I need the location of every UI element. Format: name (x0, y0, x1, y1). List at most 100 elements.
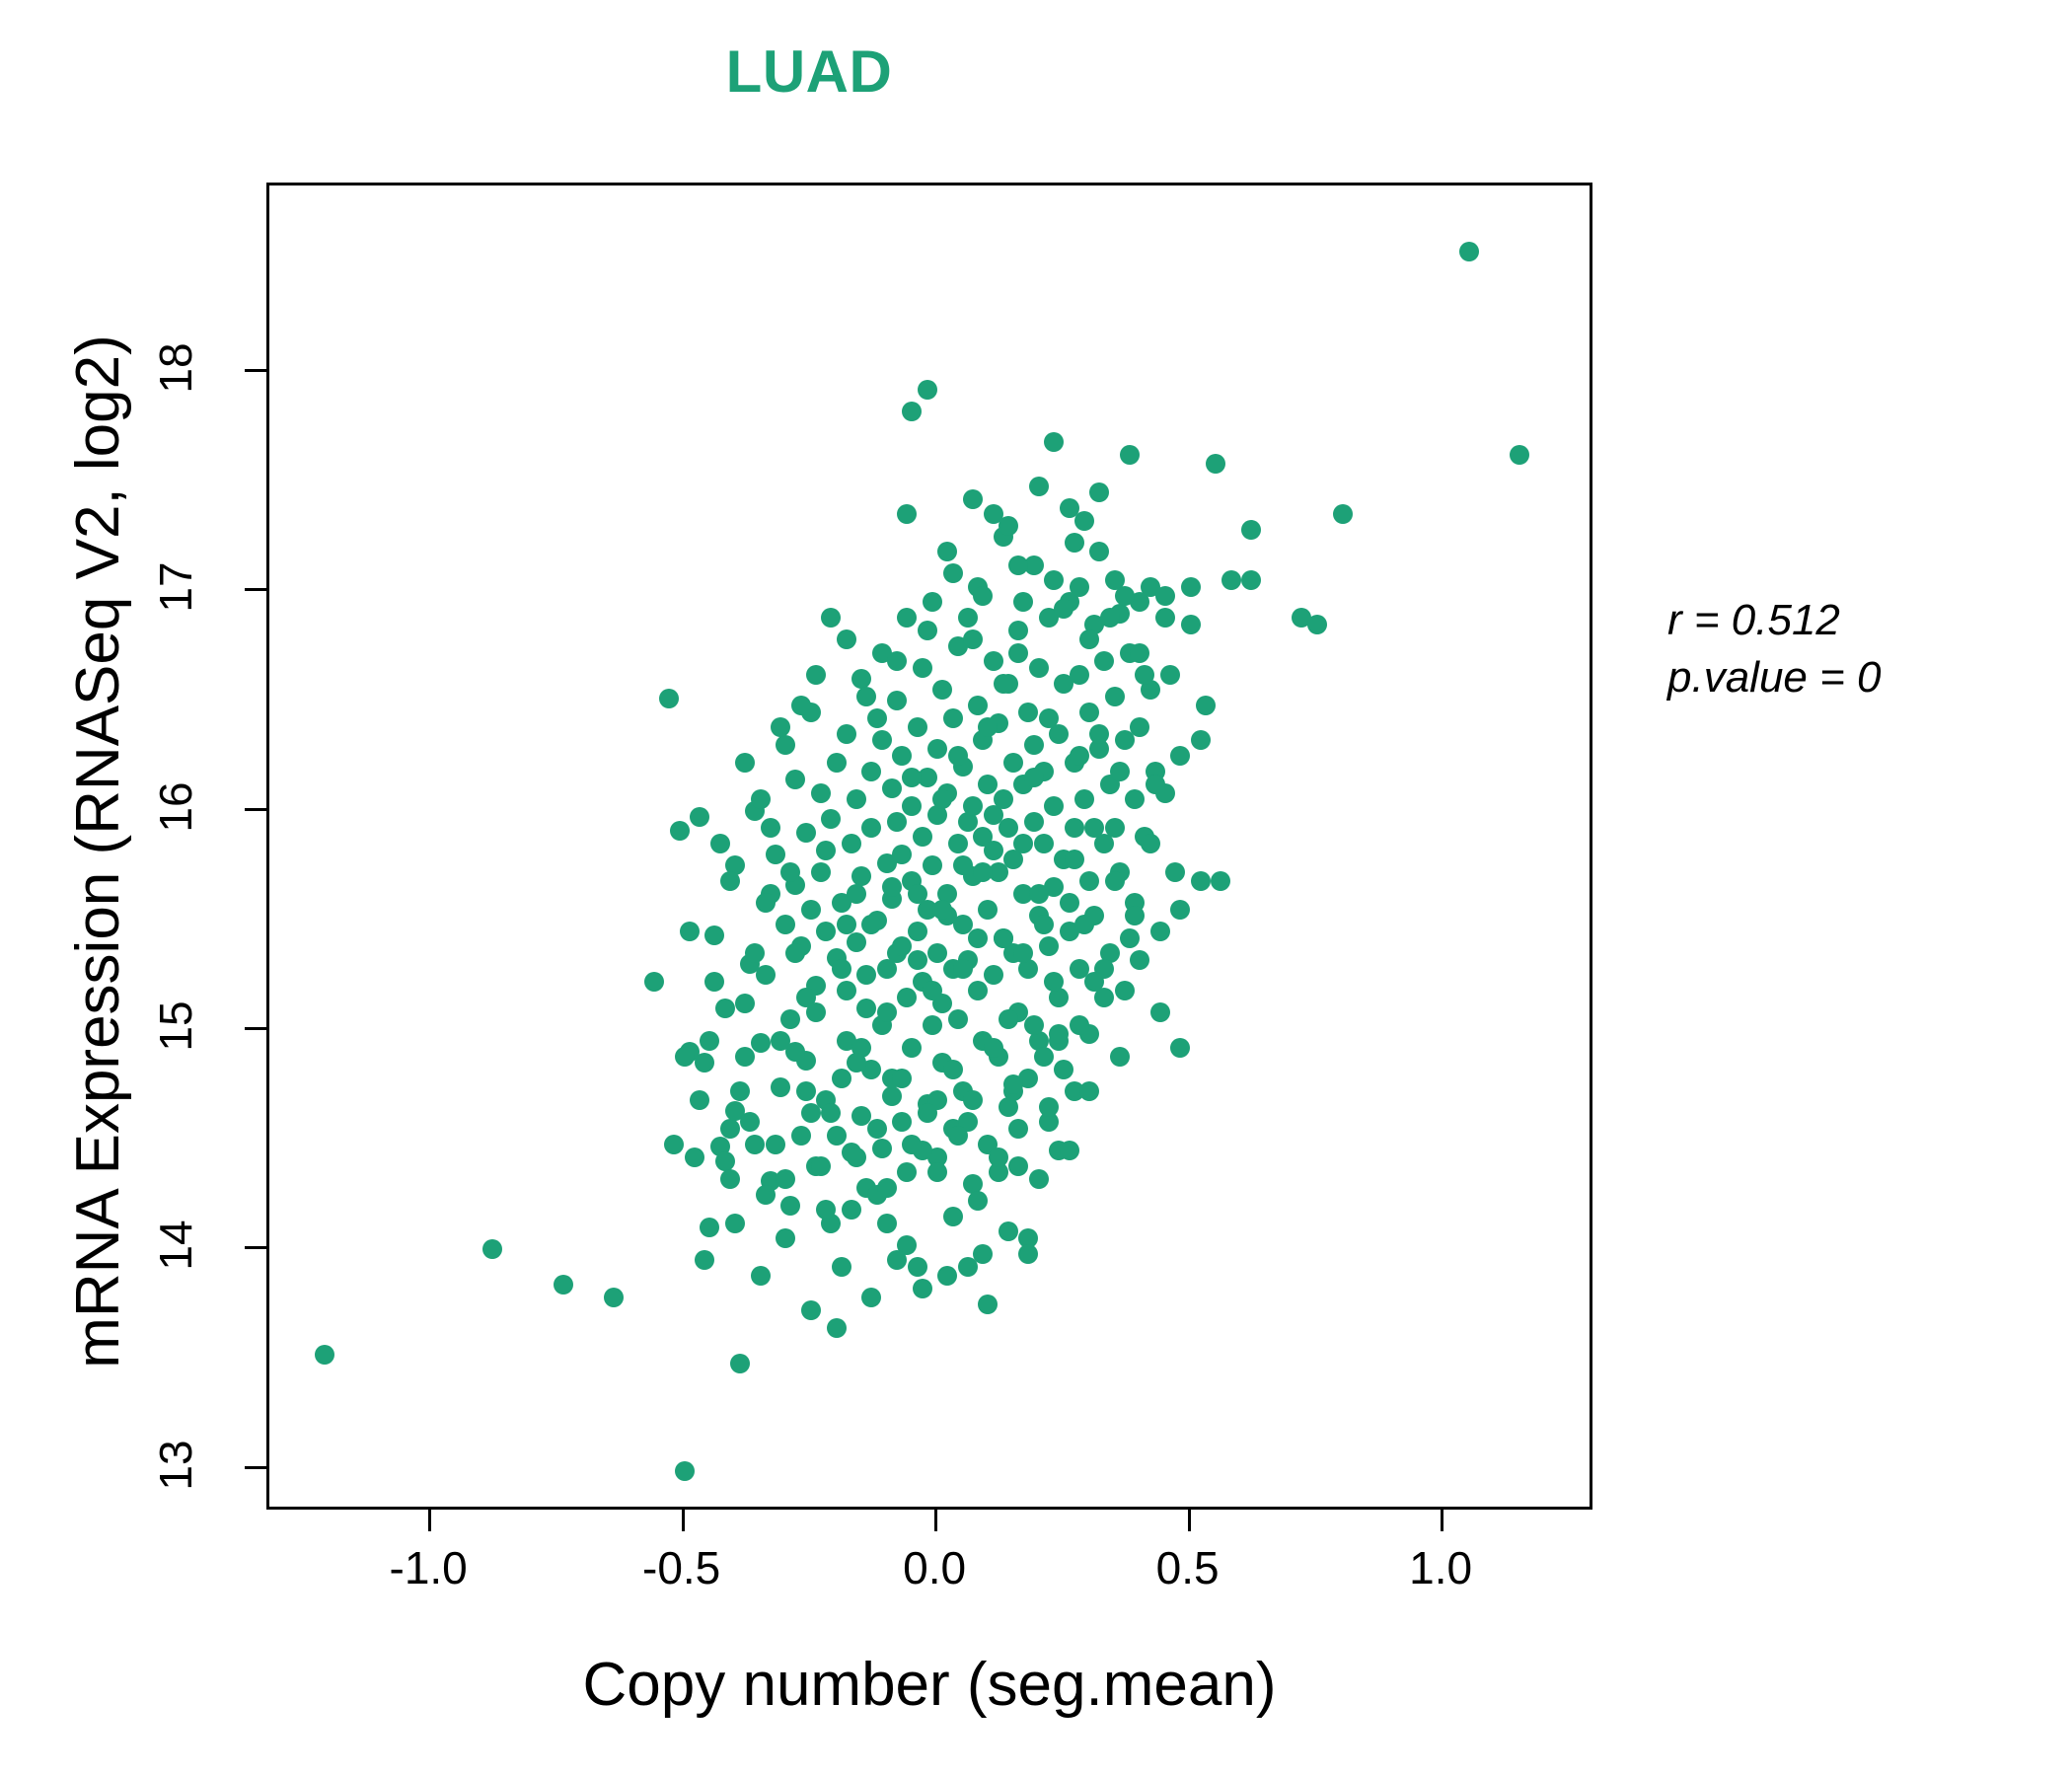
scatter-point (1154, 607, 1175, 628)
scatter-point (1089, 739, 1110, 760)
x-axis-tick (428, 1510, 432, 1531)
scatter-point (1033, 915, 1054, 935)
scatter-point (724, 855, 745, 876)
scatter-point (1028, 1169, 1049, 1190)
scatter-point (942, 563, 963, 584)
scatter-point (1094, 987, 1115, 1007)
scatter-point (1069, 746, 1089, 767)
scatter-point (745, 1134, 766, 1154)
scatter-point (831, 1068, 851, 1088)
scatter-point (978, 717, 999, 738)
scatter-point (831, 892, 851, 913)
y-axis-label-wrapper: mRNA Expression (RNASeq V2, log2) (0, 334, 789, 1369)
scatter-point (730, 1081, 751, 1102)
scatter-point (643, 972, 664, 992)
scatter-point (1079, 870, 1100, 891)
scatter-point (714, 1151, 735, 1172)
scatter-point (1013, 884, 1034, 905)
scatter-point (876, 1177, 897, 1198)
x-axis-tick-label: -0.5 (642, 1542, 721, 1593)
scatter-point (871, 642, 892, 663)
scatter-point (1023, 811, 1044, 832)
scatter-point (963, 629, 984, 650)
scatter-point (750, 1033, 771, 1054)
scatter-point (690, 807, 710, 828)
scatter-point (897, 1162, 918, 1183)
scatter-point (1018, 1243, 1039, 1264)
scatter-point (988, 861, 1008, 882)
p-value: p.value = 0 (1667, 653, 1882, 702)
y-axis-tick (245, 368, 266, 372)
scatter-point (968, 1191, 989, 1212)
scatter-point (952, 855, 973, 876)
scatter-point (947, 1125, 968, 1146)
scatter-point (1054, 1059, 1074, 1079)
scatter-point (861, 761, 882, 781)
scatter-point (983, 805, 1003, 826)
scatter-point (923, 592, 942, 613)
scatter-point (771, 1031, 791, 1052)
scatter-point (1140, 833, 1160, 853)
scatter-point (831, 1257, 851, 1277)
y-axis-tick-label: 13 (150, 1439, 201, 1491)
scatter-point (1049, 723, 1070, 744)
scatter-point (695, 1250, 715, 1271)
scatter-point (836, 629, 856, 650)
scatter-point (664, 1134, 685, 1154)
scatter-point (876, 958, 897, 979)
scatter-point (861, 818, 882, 839)
scatter-point (1079, 1081, 1100, 1102)
scatter-point (907, 949, 927, 970)
scatter-point (1013, 592, 1034, 613)
scatter-point (917, 1103, 937, 1124)
scatter-point (907, 717, 927, 738)
scatter-point (907, 884, 927, 905)
scatter-point (876, 1002, 897, 1023)
scatter-point (603, 1288, 624, 1308)
scatter-point (1028, 884, 1049, 905)
scatter-point (1079, 702, 1100, 722)
scatter-point (998, 818, 1018, 839)
scatter-point (897, 1234, 918, 1255)
scatter-point (679, 921, 700, 941)
scatter-point (1458, 241, 1479, 261)
x-axis-tick (681, 1510, 685, 1531)
scatter-point (1109, 761, 1130, 781)
scatter-point (851, 1105, 872, 1126)
scatter-points-layer (269, 185, 1590, 1507)
scatter-point (973, 1243, 994, 1264)
scatter-point (1332, 504, 1353, 525)
scatter-point (912, 1279, 932, 1299)
scatter-point (1221, 570, 1241, 591)
scatter-point (983, 504, 1003, 525)
scatter-point (897, 987, 918, 1007)
scatter-point (932, 899, 953, 920)
scatter-point (1145, 774, 1165, 794)
scatter-point (887, 1250, 908, 1271)
scatter-point (1023, 555, 1044, 575)
y-axis-tick (245, 807, 266, 811)
scatter-point (709, 1136, 730, 1156)
scatter-point (963, 796, 984, 817)
scatter-point (841, 833, 861, 853)
scatter-point (821, 607, 842, 628)
scatter-point (881, 1085, 902, 1106)
scatter-point (876, 852, 897, 873)
scatter-point (993, 927, 1013, 948)
scatter-point (1084, 614, 1105, 634)
scatter-point (876, 1213, 897, 1233)
x-axis-tick-label: -1.0 (389, 1542, 468, 1593)
scatter-point (1206, 454, 1226, 475)
scatter-point (836, 723, 856, 744)
x-axis-label: Copy number (seg.mean) (582, 1651, 1277, 1719)
scatter-point (1018, 1068, 1039, 1088)
scatter-point (947, 1008, 968, 1029)
scatter-point (978, 1294, 999, 1314)
scatter-point (1089, 723, 1110, 744)
scatter-point (1069, 664, 1089, 685)
scatter-point (1073, 915, 1094, 935)
x-axis-tick (1187, 1510, 1191, 1531)
scatter-point (1013, 943, 1034, 964)
scatter-point (998, 1096, 1018, 1117)
